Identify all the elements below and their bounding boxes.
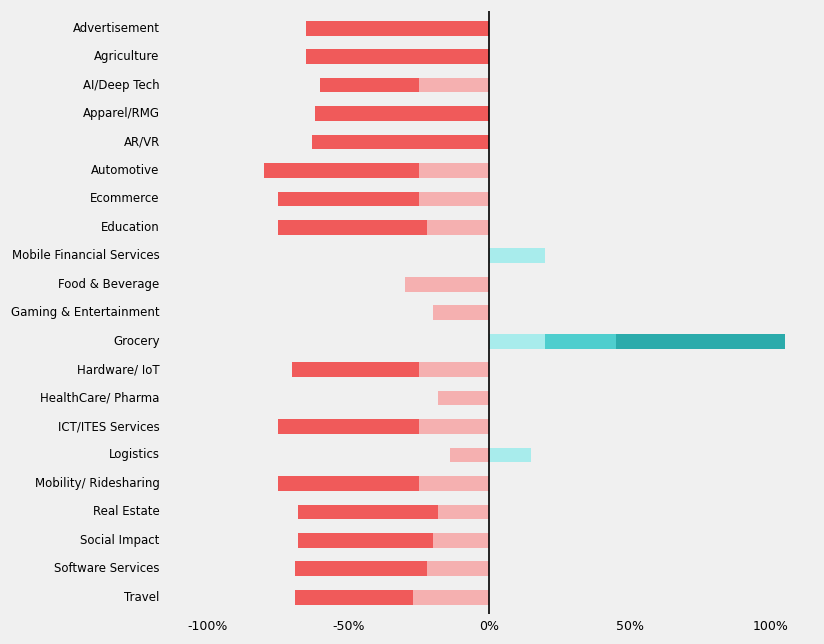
Bar [297,533,433,548]
Bar [450,448,489,462]
Bar [413,590,489,605]
Bar [489,334,545,348]
Bar [489,249,545,263]
Bar [433,533,489,548]
Bar [306,49,489,64]
Bar [616,334,784,348]
Bar [311,135,489,149]
Bar [489,448,531,462]
Bar [545,334,616,348]
Bar [306,21,489,35]
Bar [438,391,489,406]
Bar [278,476,419,491]
Bar [405,277,489,292]
Bar [419,362,489,377]
Bar [419,476,489,491]
Bar [419,78,489,93]
Bar [295,562,427,576]
Bar [433,305,489,320]
Bar [292,362,419,377]
Bar [427,220,489,235]
Bar [315,106,489,121]
Bar [295,590,413,605]
Bar [427,562,489,576]
Bar [278,419,419,434]
Bar [419,191,489,206]
Bar [438,504,489,519]
Bar [321,78,419,93]
Bar [278,220,427,235]
Bar [419,163,489,178]
Bar [264,163,419,178]
Bar [419,419,489,434]
Bar [297,504,438,519]
Bar [278,191,419,206]
